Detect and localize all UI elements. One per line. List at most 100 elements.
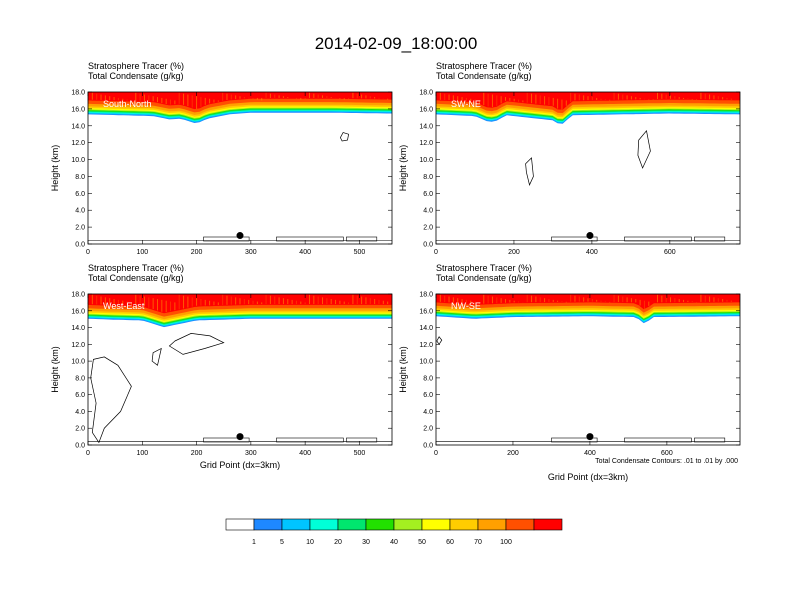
y-tick-label: 18.0	[419, 90, 433, 97]
y-tick-label: 4.0	[423, 208, 433, 215]
y-tick-label: 12.0	[71, 342, 85, 349]
tracer-band-11	[88, 92, 392, 110]
y-tick-label: 14.0	[71, 325, 85, 332]
y-tick-label: 18.0	[419, 292, 433, 299]
x-tick-label: 0	[434, 249, 438, 256]
y-tick-label: 10.0	[71, 157, 85, 164]
x-tick-label: 100	[136, 450, 148, 457]
colorbar-box	[281, 518, 311, 531]
x-tick-label: 200	[191, 249, 203, 256]
panels: Stratosphere Tracer (%)Total Condensate …	[50, 61, 741, 482]
y-tick-label: 12.0	[71, 140, 85, 147]
panel-label: West-East	[103, 301, 145, 311]
condensate-contour	[346, 236, 378, 242]
y-tick-label: 16.0	[71, 106, 85, 113]
colorbar-box	[421, 518, 451, 531]
colorbar-box	[393, 518, 423, 531]
condensate-contour	[525, 157, 534, 186]
plot-frame	[435, 91, 741, 245]
x-tick-label: 300	[245, 249, 257, 256]
location-marker	[236, 433, 244, 441]
y-axis-label: Height (km)	[398, 145, 408, 192]
x-tick-label: 400	[586, 249, 598, 256]
series-label-condensate: Total Condensate (g/kg)	[436, 273, 532, 283]
y-tick-label: 16.0	[419, 106, 433, 113]
x-tick-label: 400	[299, 450, 311, 457]
series-label-tracer: Stratosphere Tracer (%)	[88, 263, 184, 273]
y-tick-label: 12.0	[419, 140, 433, 147]
panel-label: NW-SE	[451, 301, 481, 311]
contour-footnote: Total Condensate Contours: .01 to .01 by…	[595, 458, 738, 465]
x-tick-label: 0	[86, 249, 90, 256]
colorbar-label: 30	[362, 539, 370, 546]
y-tick-label: 10.0	[419, 157, 433, 164]
condensate-contour	[168, 333, 225, 355]
y-tick-label: 4.0	[423, 409, 433, 416]
x-tick-label: 200	[507, 450, 519, 457]
y-tick-label: 8.0	[423, 375, 433, 382]
panel-3: Stratosphere Tracer (%)Total Condensate …	[50, 263, 393, 470]
y-tick-label: 14.0	[419, 325, 433, 332]
y-tick-label: 12.0	[419, 342, 433, 349]
x-tick-label: 300	[245, 450, 257, 457]
condensate-contour	[694, 437, 726, 443]
condensate-contour	[203, 236, 250, 242]
condensate-contour	[151, 347, 162, 366]
y-tick-label: 0.0	[423, 242, 433, 249]
x-tick-label: 500	[354, 249, 366, 256]
panel-label: South-North	[103, 99, 152, 109]
tracer-band-11	[436, 92, 740, 110]
y-tick-label: 4.0	[75, 208, 85, 215]
condensate-contour	[551, 236, 598, 242]
y-tick-label: 2.0	[423, 225, 433, 232]
colorbar-box	[337, 518, 367, 531]
condensate-contour	[203, 437, 250, 443]
series-label-tracer: Stratosphere Tracer (%)	[436, 263, 532, 273]
y-tick-label: 10.0	[71, 359, 85, 366]
condensate-contour	[551, 437, 598, 443]
x-tick-label: 200	[508, 249, 520, 256]
condensate-contour	[436, 336, 443, 345]
x-tick-label: 400	[584, 450, 596, 457]
y-tick-label: 2.0	[75, 225, 85, 232]
series-label-condensate: Total Condensate (g/kg)	[88, 273, 184, 283]
colorbar-box	[505, 518, 535, 531]
y-tick-label: 6.0	[75, 392, 85, 399]
colorbar-box	[225, 518, 255, 531]
plot-frame	[435, 293, 741, 446]
y-tick-label: 8.0	[75, 375, 85, 382]
plot-frame	[87, 293, 393, 446]
panel-2: Stratosphere Tracer (%)Total Condensate …	[398, 61, 741, 256]
y-axis-label: Height (km)	[50, 346, 60, 393]
condensate-contour	[346, 437, 378, 443]
colorbar: 1 5 10 20 30 40 50 60 70 100	[225, 518, 563, 546]
condensate-contour	[90, 356, 132, 444]
colorbar-label: 20	[334, 539, 342, 546]
colorbar-label: 1	[252, 539, 256, 546]
colorbar-label: 60	[446, 539, 454, 546]
x-axis-label: Grid Point (dx=3km)	[200, 460, 280, 470]
condensate-contour	[276, 236, 344, 242]
colorbar-box	[309, 518, 339, 531]
panel-4: Stratosphere Tracer (%)Total Condensate …	[398, 263, 741, 482]
x-tick-label: 0	[86, 450, 90, 457]
y-tick-label: 6.0	[75, 191, 85, 198]
y-tick-label: 16.0	[71, 308, 85, 315]
y-axis-label: Height (km)	[398, 346, 408, 393]
y-tick-label: 16.0	[419, 308, 433, 315]
plot-area	[88, 92, 392, 244]
colorbar-box	[477, 518, 507, 531]
location-marker	[236, 232, 244, 240]
condensate-contour	[694, 236, 726, 242]
condensate-contour	[340, 132, 350, 142]
plot-frame	[87, 91, 393, 245]
y-tick-label: 0.0	[423, 443, 433, 450]
y-tick-label: 2.0	[423, 426, 433, 433]
colorbar-label: 40	[390, 539, 398, 546]
series-label-tracer: Stratosphere Tracer (%)	[436, 61, 532, 71]
y-tick-label: 14.0	[71, 123, 85, 130]
tracer-band-11	[436, 294, 740, 310]
y-tick-label: 10.0	[419, 359, 433, 366]
x-tick-label: 400	[299, 249, 311, 256]
